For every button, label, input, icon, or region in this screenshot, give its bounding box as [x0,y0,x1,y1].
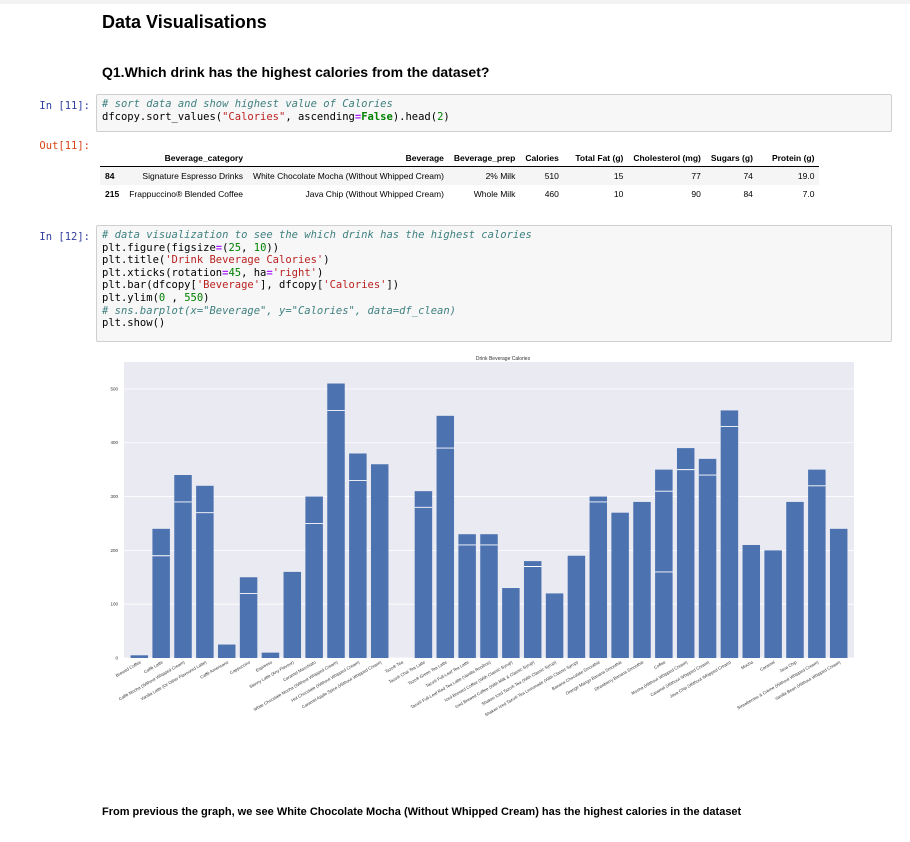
table-header: Total Fat (g) [563,150,629,167]
table-row: 215 Frappuccino® Blended Coffee Java Chi… [100,185,819,203]
code-cell-12[interactable]: # data visualization to see the which dr… [96,225,892,342]
y-tick-labels: 0 100 200 300 400 500 [110,386,118,660]
conclusion-text: From previous the graph, we see White Ch… [102,806,742,818]
table-cell: 19.0 [797,171,815,181]
table-header-row: Beverage_category Beverage Beverage_prep… [100,150,820,167]
table-cell: 2% Milk [485,171,516,181]
table-cell: Frappuccino® Blended Coffee [129,189,244,199]
x-tick-label: Brewed Coffee [115,659,143,678]
bar [808,469,826,658]
bar [305,496,323,658]
calories-bar-chart: Drink Beverage Calories 0 100 200 300 400 500… [110,356,854,717]
bar [458,534,476,658]
table-header-index [100,150,125,167]
input-prompt-11: In [11]: [39,100,90,112]
table-cell: 10 [613,189,624,199]
table-cell: White Chocolate Mocha (Without Whipped C… [253,171,444,181]
bar [283,571,302,658]
bar [742,544,761,658]
bar [589,496,608,658]
bar [655,469,673,658]
x-tick-label: Cappuccino [229,659,252,675]
section-heading: Data Visualisations [102,12,267,32]
bar [611,512,629,658]
table-cell: Signature Espresso Drinks [142,171,244,181]
bar [370,464,389,658]
table-header: Beverage_category [124,150,249,167]
x-tick-label: Espresso [255,659,274,673]
bar [676,448,695,658]
x-tick-label: Caramel [759,660,776,672]
bar [698,458,717,658]
input-prompt-12: In [12]: [39,231,90,243]
table-header: Cholesterol (mg) [628,150,706,167]
bar [786,501,804,658]
y-tick-label: 400 [110,440,118,445]
y-tick-label: 0 [115,656,118,661]
dataframe-output: Beverage_category Beverage Beverage_prep… [100,150,820,203]
bar [764,550,782,658]
bar [502,588,520,658]
table-cell: 510 [544,171,559,181]
bar [720,410,739,658]
table-header: Protein (g) [757,150,820,167]
bar [567,555,586,658]
bar [829,528,848,658]
bar [327,383,345,658]
table-cell: Whole Milk [473,189,516,199]
table-header: Beverage [248,150,449,167]
bar [152,528,170,658]
table-cell: 77 [691,171,701,181]
x-tick-label: Coffee [653,659,667,670]
y-tick-label: 300 [110,494,118,499]
table-cell: 15 [613,171,624,181]
notebook-top-border [0,0,910,4]
bar [545,593,564,658]
bar [217,644,236,658]
chart-title: Drink Beverage Calories [476,356,531,362]
question-heading: Q1.Which drink has the highest calories … [102,64,490,80]
bar [633,501,651,658]
table-cell: 460 [544,189,559,199]
x-tick-label: Mocha [740,659,754,670]
bar [480,534,498,658]
row-index: 215 [105,189,120,199]
table-row: 84 Signature Espresso Drinks White Choco… [100,166,820,185]
row-index: 84 [105,171,115,181]
bar [196,485,214,658]
bar [414,491,433,658]
bar [523,561,542,658]
x-tick-label: Strawberries & Crème (Without Whipped Cr… [736,659,820,710]
table-cell: Java Chip (Without Whipped Cream) [305,189,444,199]
bars [130,383,848,658]
bar [349,453,367,658]
code-cell-11[interactable]: # sort data and show highest value of Ca… [96,94,892,132]
table-header: Calories [520,150,564,167]
y-tick-label: 100 [110,602,118,607]
bar [239,577,258,658]
table-cell: 7.0 [802,189,815,199]
table-cell: 90 [691,189,701,199]
bar [436,415,455,658]
bar [261,652,280,658]
output-prompt-11: Out[11]: [39,140,90,152]
bar [130,655,149,658]
y-tick-label: 500 [110,386,118,391]
table-cell: 84 [743,189,753,199]
table-header: Beverage_prep [448,150,521,167]
table-header: Sugars (g) [705,150,758,167]
table-cell: 74 [743,171,753,181]
y-tick-label: 200 [110,548,118,553]
bar [174,475,192,658]
